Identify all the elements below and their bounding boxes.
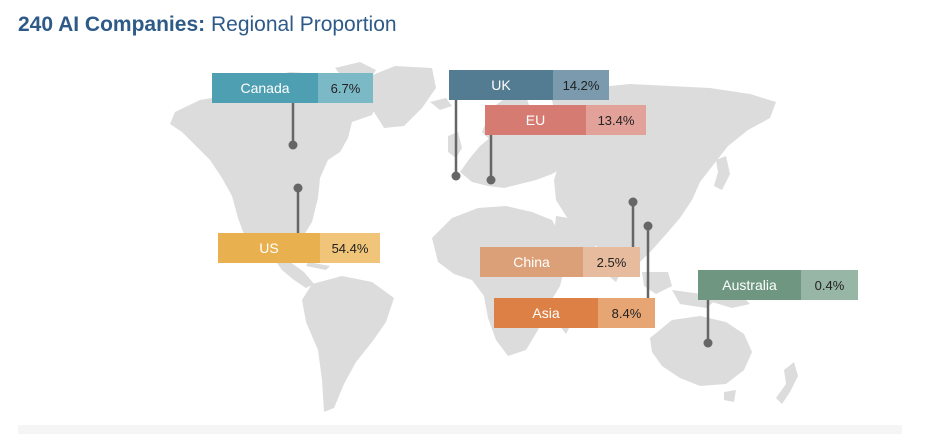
chart-title: 240 AI Companies: Regional Proportion: [18, 13, 397, 37]
region-value-asia: 8.4%: [598, 298, 655, 328]
leader-lines: [291, 100, 710, 343]
region-name-eu: EU: [485, 105, 586, 135]
region-name-china: China: [480, 247, 583, 277]
location-dot-asia: [643, 221, 653, 231]
region-value-uk: 14.2%: [553, 70, 609, 100]
chart-title-bold: 240 AI Companies:: [18, 13, 206, 36]
location-dot-australia: [703, 338, 713, 348]
region-name-canada: Canada: [212, 73, 318, 103]
region-name-asia: Asia: [494, 298, 598, 328]
location-dot-uk: [451, 171, 461, 181]
region-value-australia: 0.4%: [801, 270, 858, 300]
region-tag-us: US 54.4%: [218, 233, 380, 263]
chart-title-rest: Regional Proportion: [210, 13, 397, 36]
region-value-eu: 13.4%: [586, 105, 646, 135]
region-name-uk: UK: [449, 70, 553, 100]
region-tag-china: China 2.5%: [480, 247, 640, 277]
region-tag-australia: Australia 0.4%: [698, 270, 858, 300]
location-dot-china: [628, 197, 638, 207]
region-tag-uk: UK 14.2%: [449, 70, 609, 100]
region-name-australia: Australia: [698, 270, 801, 300]
location-dot-eu: [486, 175, 496, 185]
region-name-us: US: [218, 233, 320, 263]
region-value-us: 54.4%: [320, 233, 380, 263]
region-tag-asia: Asia 8.4%: [494, 298, 655, 328]
location-dots: [288, 140, 713, 348]
location-dot-us: [293, 183, 303, 193]
region-tag-eu: EU 13.4%: [485, 105, 646, 135]
location-dot-canada: [288, 140, 298, 150]
region-tag-canada: Canada 6.7%: [212, 73, 373, 103]
region-value-china: 2.5%: [583, 247, 640, 277]
region-value-canada: 6.7%: [318, 73, 373, 103]
footer-strip: [18, 425, 902, 434]
